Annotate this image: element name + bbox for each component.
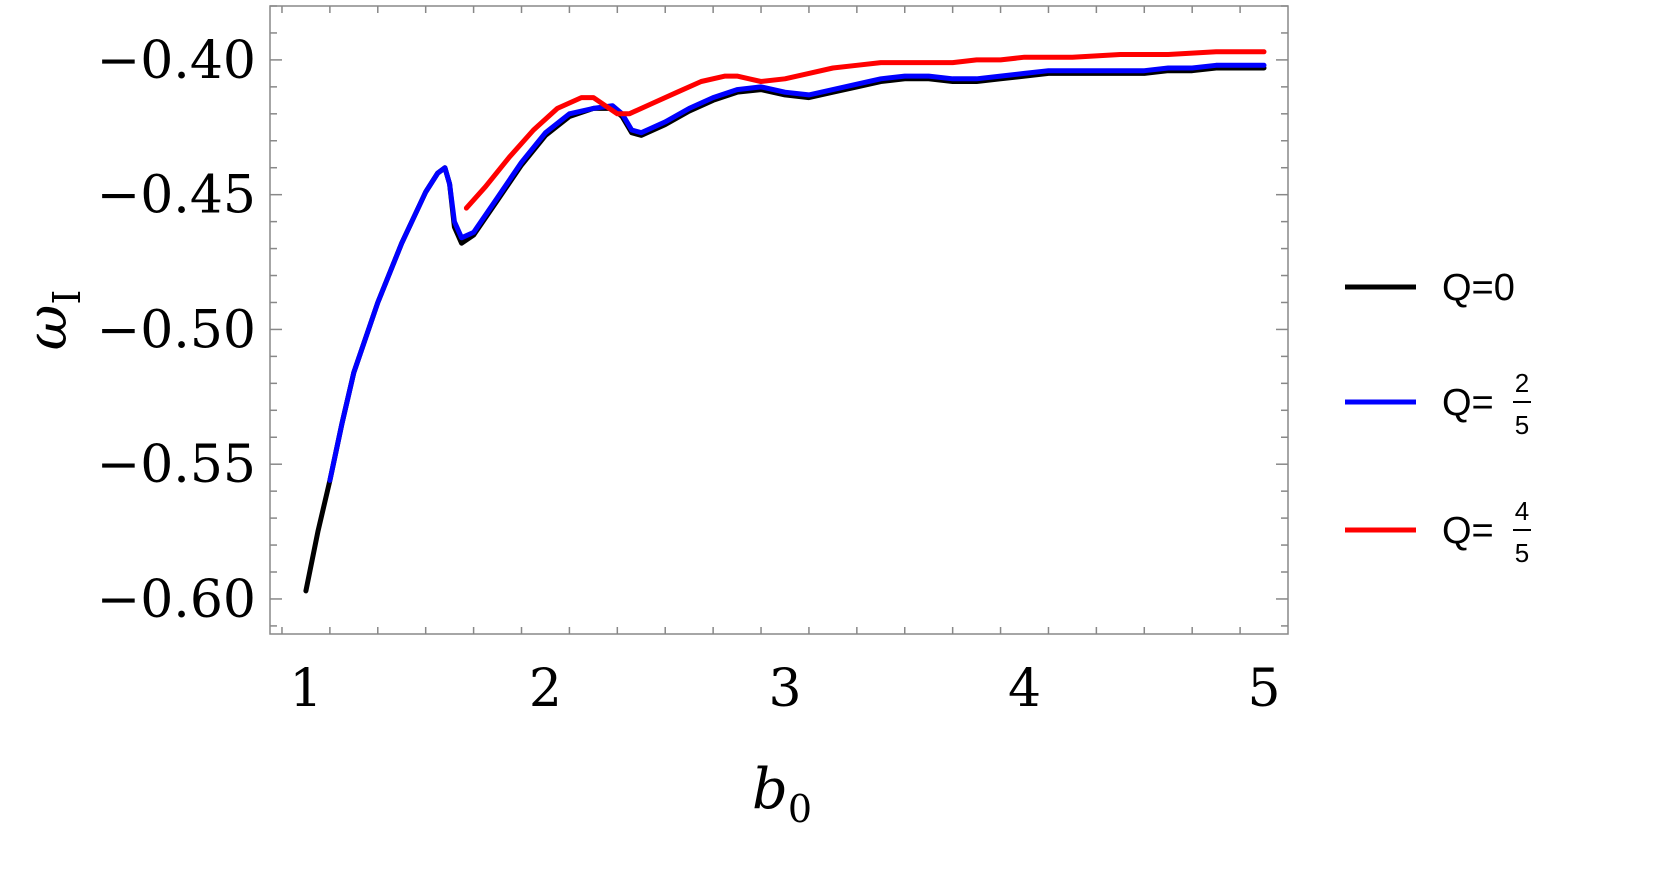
x-tick-label: 1: [289, 659, 322, 719]
y-axis-title: ωI: [15, 290, 89, 351]
legend-label-q4-5-prefix: Q=: [1442, 510, 1494, 552]
y-axis-title-main: ω: [15, 305, 80, 351]
series-line-q2-5: [327, 62, 1267, 483]
x-axis-title-main: b: [752, 757, 788, 822]
series-layer: [303, 49, 1267, 594]
x-axis-title-sub: 0: [788, 787, 812, 831]
y-axis-title-sub: I: [45, 290, 89, 305]
series-line-q0: [303, 65, 1267, 594]
series-line-q4-5: [463, 49, 1267, 211]
x-tick-label: 4: [1008, 659, 1041, 719]
legend-label-q2-5-num: 2: [1515, 368, 1529, 398]
legend-label-q4-5-num: 4: [1515, 496, 1529, 526]
legend: Q=0 Q= 2 5 Q= 4 5: [1345, 267, 1531, 568]
legend-label-q0: Q=0: [1442, 267, 1515, 309]
ticks: [270, 5, 1288, 634]
legend-item-q2-5: Q= 2 5: [1345, 368, 1531, 440]
y-tick-label: −0.45: [97, 166, 256, 226]
x-tick-label: 5: [1248, 659, 1281, 719]
y-tick-label: −0.60: [97, 570, 256, 630]
legend-label-q4-5-den: 5: [1515, 538, 1529, 568]
tick-labels: 1 2 3 4 5 −0.60 −0.55 −0.50 −0.45 −0.40: [97, 31, 1281, 719]
x-tick-label: 3: [768, 659, 801, 719]
legend-item-q4-5: Q= 4 5: [1345, 496, 1531, 568]
x-axis-title: b0: [752, 757, 812, 831]
y-tick-label: −0.50: [97, 300, 256, 360]
plot-frame: [269, 5, 1289, 635]
legend-label-q2-5-den: 5: [1515, 410, 1529, 440]
legend-label-q2-5-prefix: Q=: [1442, 382, 1494, 424]
y-tick-label: −0.40: [97, 31, 256, 91]
legend-item-q0: Q=0: [1345, 267, 1515, 309]
y-tick-label: −0.55: [97, 435, 256, 495]
x-tick-label: 2: [529, 659, 562, 719]
